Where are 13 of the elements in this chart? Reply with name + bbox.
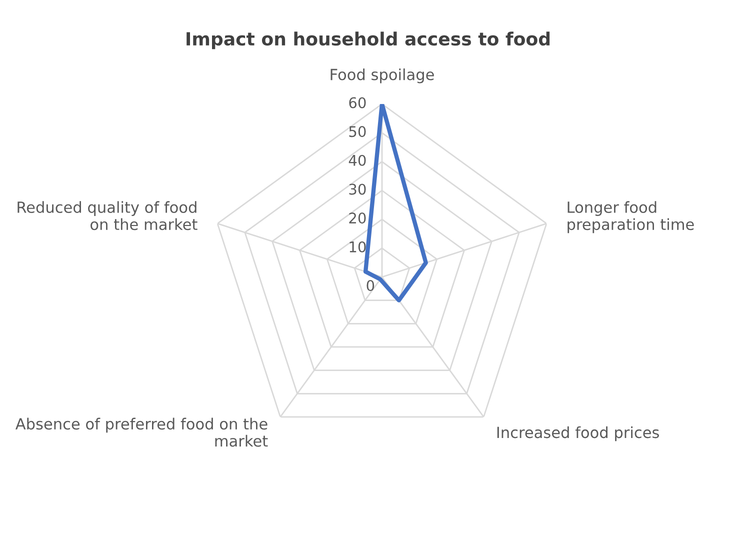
y-tick-label: 10 — [350, 241, 366, 252]
spoke-label: Increased food prices — [497, 426, 659, 442]
y-tick-label: 30 — [349, 184, 366, 195]
y-tick-label: 40 — [348, 154, 366, 166]
y-tick-label: 20 — [349, 212, 366, 224]
spoke-label: Longer food preparation time — [568, 201, 694, 234]
chart-title: Impact on household access to food — [186, 32, 550, 50]
y-tick-label: 0 — [366, 280, 374, 292]
spoke-label: Absence of preferred food on the market — [15, 418, 268, 447]
y-tick-label: 60 — [349, 97, 366, 108]
spoke-label: Food spoilage — [330, 68, 434, 84]
spoke-label: Reduced quality of food on the market — [18, 201, 198, 230]
y-tick-label: 50 — [349, 126, 366, 138]
